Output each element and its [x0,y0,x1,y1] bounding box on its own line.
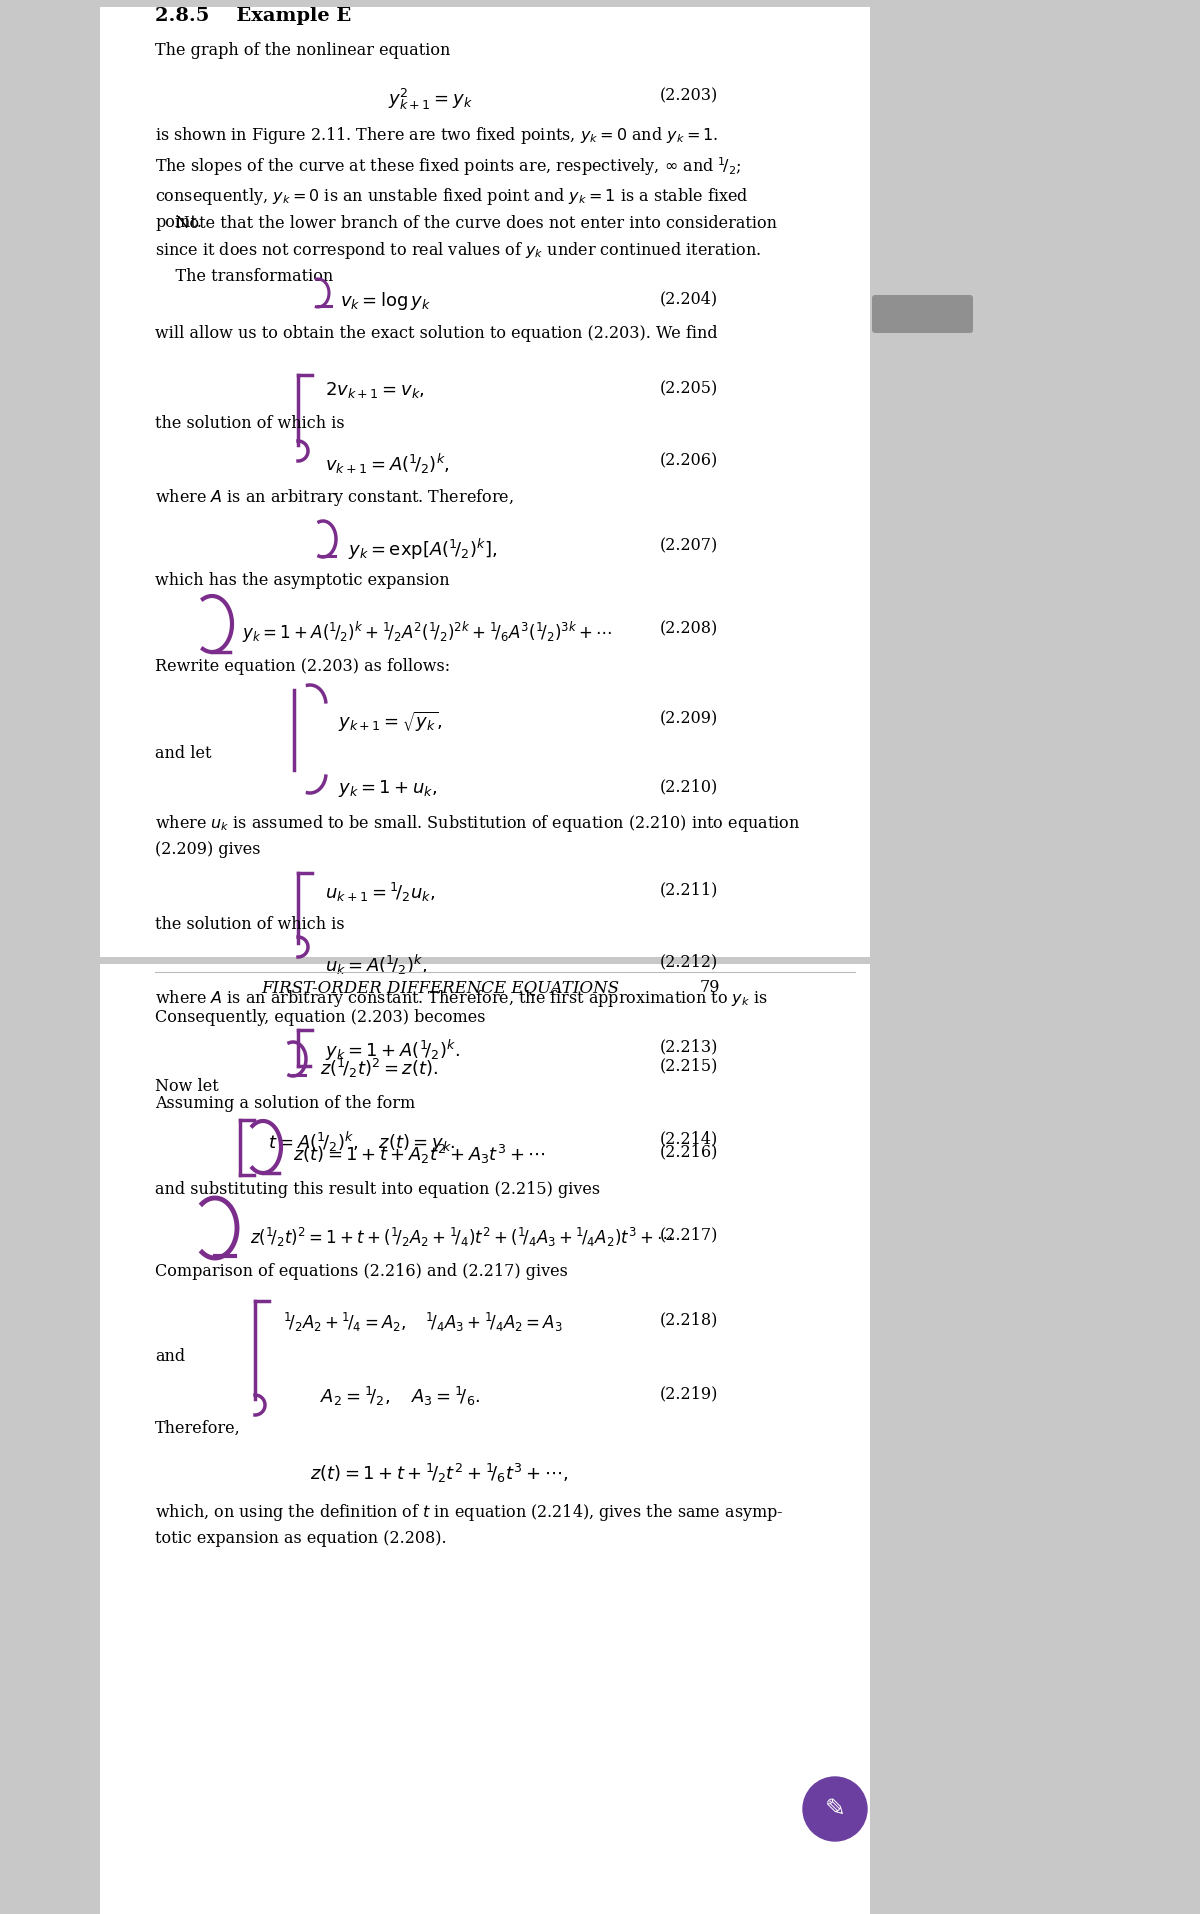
Text: FIRST-ORDER DIFFERENCE EQUATIONS: FIRST-ORDER DIFFERENCE EQUATIONS [262,978,619,995]
Text: (2.208): (2.208) [660,620,719,637]
FancyBboxPatch shape [100,965,870,1914]
Text: $y_k = 1 + A(^1\!/_{2})^k.$: $y_k = 1 + A(^1\!/_{2})^k.$ [325,1037,460,1062]
Text: (2.205): (2.205) [660,381,719,396]
FancyBboxPatch shape [100,8,870,957]
Text: will allow us to obtain the exact solution to equation (2.203). We find: will allow us to obtain the exact soluti… [155,325,718,343]
Text: 79: 79 [700,978,720,995]
Text: Rewrite equation (2.203) as follows:: Rewrite equation (2.203) as follows: [155,658,450,676]
Text: the solution of which is: the solution of which is [155,415,344,433]
Text: (2.204): (2.204) [660,291,718,306]
Text: $t = A(^1\!/_{2})^k, \quad z(t) = y_k.$: $t = A(^1\!/_{2})^k, \quad z(t) = y_k.$ [268,1129,456,1156]
Text: the solution of which is: the solution of which is [155,917,344,932]
Text: and let: and let [155,745,211,762]
Text: 102: 102 [904,306,941,325]
Text: $z(t) = 1 + t + A_2 t^2 + A_3 t^3 + \cdots$: $z(t) = 1 + t + A_2 t^2 + A_3 t^3 + \cdo… [293,1143,546,1166]
Text: Comparison of equations (2.216) and (2.217) gives: Comparison of equations (2.216) and (2.2… [155,1263,568,1280]
Text: Now let: Now let [155,1078,218,1095]
Text: (2.215): (2.215) [660,1057,719,1074]
Text: Consequently, equation (2.203) becomes: Consequently, equation (2.203) becomes [155,1009,486,1026]
Text: 2.8.5    Example E: 2.8.5 Example E [155,8,352,25]
Text: $y_{k+1}^2 = y_k$: $y_{k+1}^2 = y_k$ [388,86,473,113]
Text: Therefore,: Therefore, [155,1420,241,1437]
Text: $z({}^1\!/_{2}t)^2 = 1 + t + ({}^1\!/_{2}A_2 + {}^1\!/_{4})t^2 + ({}^1\!/_{4}A_3: $z({}^1\!/_{2}t)^2 = 1 + t + ({}^1\!/_{2… [250,1227,673,1250]
Text: $y_{k+1} = \sqrt{y_k},$: $y_{k+1} = \sqrt{y_k},$ [338,710,443,735]
Text: and substituting this result into equation (2.215) gives: and substituting this result into equati… [155,1181,600,1198]
Text: Assuming a solution of the form: Assuming a solution of the form [155,1095,415,1112]
Text: (2.213): (2.213) [660,1037,719,1055]
Text: (2.216): (2.216) [660,1143,719,1160]
Text: ✎: ✎ [824,1797,846,1820]
Text: $y_k = 1 + A(^1\!/_{2})^k + {}^1\!/_2 A^2(^1\!/_{2})^{2k} + {}^1\!/_6 A^3(^1\!/_: $y_k = 1 + A(^1\!/_{2})^k + {}^1\!/_2 A^… [242,620,612,645]
Text: (2.218): (2.218) [660,1311,719,1328]
Text: Note that the lower branch of the curve does not enter into consideration
since : Note that the lower branch of the curve … [155,214,778,285]
Text: ${}^1\!/_{2}A_2 + {}^1\!/_{4} = A_2, \quad {}^1\!/_{4}A_3 + {}^1\!/_{4}A_2 = A_3: ${}^1\!/_{2}A_2 + {}^1\!/_{4} = A_2, \qu… [283,1311,563,1334]
Text: The graph of the nonlinear equation: The graph of the nonlinear equation [155,42,450,59]
Text: $y_k = 1 + u_k,$: $y_k = 1 + u_k,$ [338,777,438,798]
Text: (2.211): (2.211) [660,880,719,898]
Text: $u_k = A(^1\!/_{2})^k,$: $u_k = A(^1\!/_{2})^k,$ [325,953,427,978]
Text: (2.207): (2.207) [660,538,719,553]
Text: (2.203): (2.203) [660,86,719,103]
Text: which, on using the definition of $t$ in equation (2.214), gives the same asymp-: which, on using the definition of $t$ in… [155,1502,784,1547]
Text: $z(t) = 1 + t + {}^1\!/_{2}t^2 + {}^1\!/_{6}t^3 + \cdots,$: $z(t) = 1 + t + {}^1\!/_{2}t^2 + {}^1\!/… [310,1462,569,1485]
Text: $2v_{k+1} = v_k,$: $2v_{k+1} = v_k,$ [325,381,425,400]
Circle shape [803,1776,866,1841]
Text: $z({}^1\!/_{2}t)^2 = z(t).$: $z({}^1\!/_{2}t)^2 = z(t).$ [320,1057,438,1079]
Text: $v_{k+1} = A(^1\!/_{2})^k,$: $v_{k+1} = A(^1\!/_{2})^k,$ [325,452,450,477]
Text: (2.214): (2.214) [660,1129,719,1146]
Text: where $A$ is an arbitrary constant. Therefore,: where $A$ is an arbitrary constant. Ther… [155,486,514,507]
Text: is shown in Figure 2.11. There are two fixed points, $y_k = 0$ and $y_k = 1$.
Th: is shown in Figure 2.11. There are two f… [155,124,749,232]
Text: (2.210): (2.210) [660,777,719,794]
Text: (2.217): (2.217) [660,1227,719,1242]
Text: which has the asymptotic expansion: which has the asymptotic expansion [155,572,450,590]
Text: and: and [155,1347,185,1365]
Text: $v_k = \log y_k$: $v_k = \log y_k$ [340,291,431,312]
Text: (2.206): (2.206) [660,452,719,469]
Text: $u_{k+1} = {}^1\!/_{2} u_k,$: $u_{k+1} = {}^1\!/_{2} u_k,$ [325,880,436,903]
Text: (2.212): (2.212) [660,953,719,970]
Text: where $u_k$ is assumed to be small. Substitution of equation (2.210) into equati: where $u_k$ is assumed to be small. Subs… [155,813,800,857]
FancyBboxPatch shape [872,295,973,333]
Text: (2.209): (2.209) [660,710,719,727]
Text: (2.219): (2.219) [660,1386,719,1401]
Text: where $A$ is an arbitrary constant. Therefore, the first approximation to $y_k$ : where $A$ is an arbitrary constant. Ther… [155,988,768,1009]
Text: $y_k = \exp[A(^1\!/_{2})^k],$: $y_k = \exp[A(^1\!/_{2})^k],$ [348,538,497,563]
Text: $A_2 = {}^1\!/_{2}, \quad A_3 = {}^1\!/_{6}.$: $A_2 = {}^1\!/_{2}, \quad A_3 = {}^1\!/_… [320,1386,480,1409]
